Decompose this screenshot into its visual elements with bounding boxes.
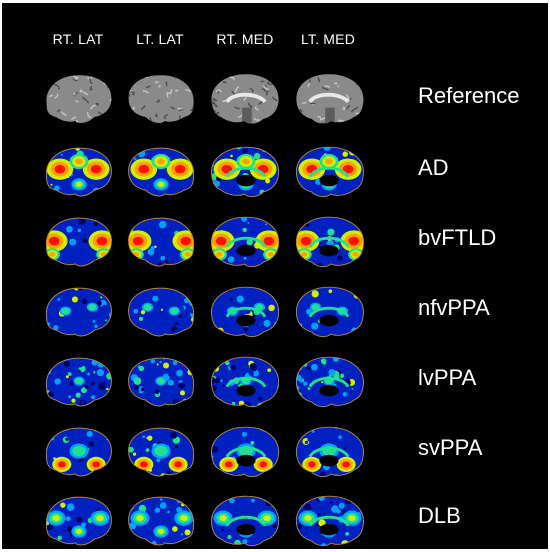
column-header-lt-lat: LT. LAT: [136, 31, 184, 47]
brain-image: [287, 351, 371, 413]
brain-image: [37, 211, 121, 273]
brain-image: [287, 141, 371, 203]
brain-image: [119, 141, 203, 203]
brain-image: [119, 211, 203, 273]
brain-image: [204, 68, 288, 130]
brain-image: [119, 281, 203, 343]
brain-image: [287, 281, 371, 343]
brain-image: [119, 490, 203, 549]
brain-image: [119, 351, 203, 413]
brain-image: [204, 421, 288, 483]
brain-image: [287, 490, 371, 549]
row-label-bvftld: bvFTLD: [418, 225, 497, 250]
brain-image: [287, 68, 371, 130]
row-label-lvppa: lvPPA: [418, 365, 477, 390]
brain-image: [287, 421, 371, 483]
brain-image: [204, 211, 288, 273]
brain-image: [37, 490, 121, 549]
brain-image: [204, 141, 288, 203]
brain-image: [37, 421, 121, 483]
brain-image: [37, 68, 121, 130]
row-label-svppa: svPPA: [418, 435, 483, 460]
row-label-reference: Reference: [418, 83, 520, 108]
figure-panel: RT. LAT LT. LAT RT. MED LT. MED Referenc…: [2, 3, 548, 549]
brain-image: [287, 211, 371, 273]
brain-image: [37, 141, 121, 203]
brain-image: [37, 351, 121, 413]
column-header-rt-med: RT. MED: [216, 31, 274, 47]
brain-image: [204, 490, 288, 549]
row-label-ad: AD: [418, 155, 449, 180]
row-label-nfvppa: nfvPPA: [418, 295, 490, 320]
column-header-lt-med: LT. MED: [300, 31, 356, 47]
brain-image: [204, 351, 288, 413]
brain-image: [119, 68, 203, 130]
row-label-dlb: DLB: [418, 503, 461, 528]
brain-image: [119, 421, 203, 483]
brain-image: [37, 281, 121, 343]
brain-image: [204, 281, 288, 343]
column-header-rt-lat: RT. LAT: [52, 31, 104, 47]
